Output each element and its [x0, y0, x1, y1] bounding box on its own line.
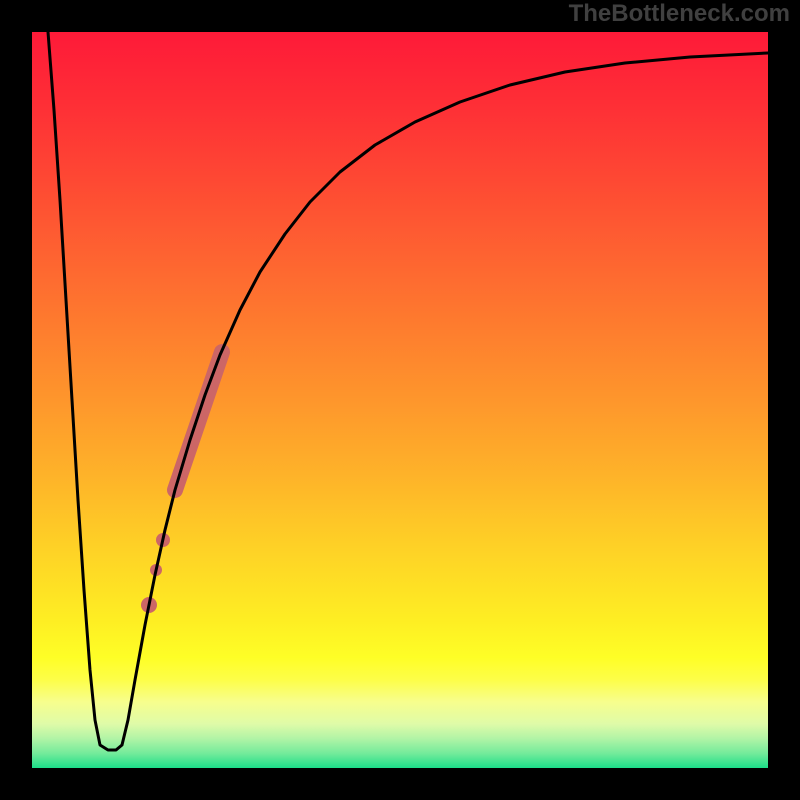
bottleneck-chart [0, 0, 800, 800]
gradient-background [32, 32, 768, 768]
watermark-text: TheBottleneck.com [569, 0, 790, 28]
